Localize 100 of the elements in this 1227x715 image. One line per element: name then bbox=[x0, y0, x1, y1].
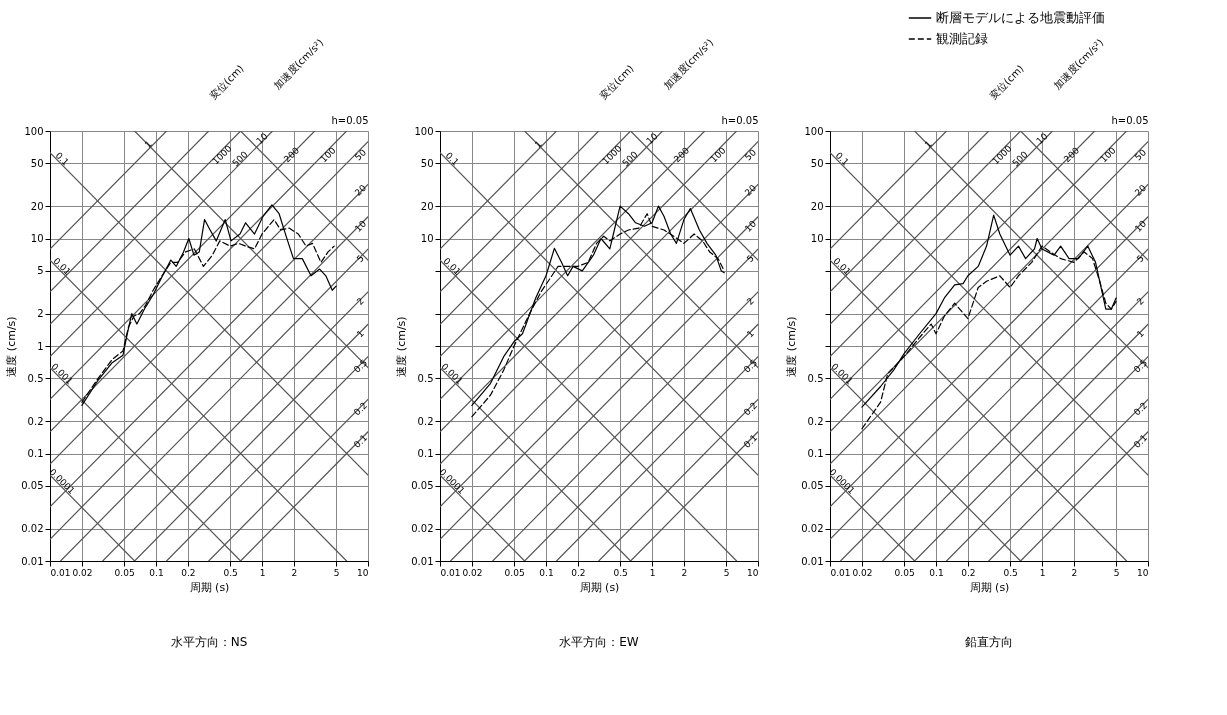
annotation: 500 bbox=[230, 149, 250, 169]
text: 鉛直方向 bbox=[965, 635, 1013, 649]
annotation: 50 bbox=[1132, 147, 1149, 163]
legend-label: 断層モデルによる地震動評価 bbox=[936, 10, 1105, 25]
annotation: 2 bbox=[1134, 295, 1147, 307]
annotation: 10 bbox=[1132, 218, 1149, 234]
annotation: 0.5 bbox=[741, 357, 760, 375]
annotation: 10 bbox=[352, 218, 369, 234]
x-tick-label: 0.5 bbox=[223, 567, 238, 578]
x-tick-label: 0.02 bbox=[462, 567, 483, 578]
text: 水平方向：EW bbox=[559, 635, 639, 649]
x-tick-label: 1 bbox=[649, 567, 656, 578]
annotation: 500 bbox=[1010, 149, 1030, 169]
annotation: 0.1 bbox=[53, 150, 71, 168]
annotation: 50 bbox=[742, 147, 759, 163]
text: 水平方向：NS bbox=[170, 635, 248, 649]
x-tick-label: 2 bbox=[681, 567, 688, 578]
y-tick-label: 2 bbox=[37, 308, 44, 320]
annotation: 10 bbox=[254, 130, 270, 147]
annotation: 0.2 bbox=[351, 400, 370, 418]
y-tick-label: 0.5 bbox=[417, 372, 434, 384]
y-tick-label: 0.02 bbox=[411, 523, 434, 535]
x-tick-label: 0.01 bbox=[440, 567, 461, 578]
annotation: 5 bbox=[354, 253, 367, 265]
x-tick-label: 0.05 bbox=[114, 567, 135, 578]
annotation: 5 bbox=[1134, 253, 1147, 265]
annotation: 1 bbox=[1134, 328, 1147, 340]
x-tick-label: 0.5 bbox=[1003, 567, 1018, 578]
x-tick-label: 0.02 bbox=[852, 567, 873, 578]
x-tick-label: 0.2 bbox=[571, 567, 586, 578]
annotation: 50 bbox=[352, 147, 369, 163]
annotation: 0.1 bbox=[833, 150, 851, 168]
x-tick-label: 5 bbox=[333, 567, 340, 578]
x-tick-label: 0.05 bbox=[894, 567, 915, 578]
y-tick-label: 0.02 bbox=[21, 523, 44, 535]
annotation: 0.1 bbox=[443, 150, 461, 168]
x-tick-label: 10 bbox=[357, 567, 369, 578]
annotation: 20 bbox=[352, 182, 369, 199]
annotation: 1 bbox=[744, 328, 757, 340]
x-tick-label: 0.5 bbox=[613, 567, 628, 578]
x-tick-label: 1 bbox=[259, 567, 266, 578]
annotation: 2 bbox=[744, 295, 757, 307]
x-tick-label: 0.1 bbox=[539, 567, 554, 578]
y-tick-label: 100 bbox=[804, 125, 824, 137]
y-tick-label: 0.02 bbox=[801, 523, 824, 535]
annotation: 1 bbox=[532, 138, 545, 150]
annotation: 10 bbox=[1034, 130, 1050, 147]
y-tick-label: 0.01 bbox=[21, 555, 44, 567]
y-tick-label: 0.1 bbox=[27, 448, 44, 459]
annotation: 100 bbox=[1098, 145, 1118, 165]
x-tick-label: 1 bbox=[1039, 567, 1046, 578]
x-tick-label: 0.02 bbox=[72, 567, 93, 578]
y-tick-label: 0.2 bbox=[807, 415, 824, 427]
y-axis-title: 速度 (cm/s) bbox=[5, 316, 19, 377]
y-tick-label: 10 bbox=[810, 233, 824, 244]
annotation: 10 bbox=[644, 130, 660, 147]
y-tick-label: 20 bbox=[810, 200, 824, 212]
y-tick-label: 0.5 bbox=[27, 372, 44, 384]
y-tick-label: 1 bbox=[37, 340, 44, 352]
x-tick-label: 0.2 bbox=[181, 567, 196, 578]
annotation: 0.2 bbox=[741, 400, 760, 418]
x-axis-title: 周期 (s) bbox=[969, 580, 1010, 594]
x-tick-label: 0.05 bbox=[504, 567, 525, 578]
x-tick-label: 10 bbox=[1137, 567, 1149, 578]
y-tick-label: 0.01 bbox=[411, 555, 434, 567]
y-tick-label: 0.2 bbox=[417, 415, 434, 427]
y-tick-label: 100 bbox=[24, 125, 44, 137]
x-tick-label: 5 bbox=[723, 567, 730, 578]
annotation: 100 bbox=[318, 145, 338, 165]
annotation: 20 bbox=[1132, 182, 1149, 199]
y-tick-label: 20 bbox=[420, 200, 434, 212]
y-tick-label: 10 bbox=[30, 233, 44, 244]
x-tick-label: 5 bbox=[1113, 567, 1120, 578]
x-tick-label: 10 bbox=[747, 567, 759, 578]
y-axis-title: 速度 (cm/s) bbox=[785, 316, 799, 377]
y-tick-label: 0.2 bbox=[27, 415, 44, 427]
annotation: 0.1 bbox=[351, 432, 370, 450]
y-tick-label: 0.05 bbox=[411, 480, 434, 492]
y-axis-title: 速度 (cm/s) bbox=[395, 316, 409, 377]
x-tick-label: 0.01 bbox=[50, 567, 71, 578]
y-tick-label: 0.1 bbox=[417, 448, 434, 459]
annotation: 20 bbox=[742, 182, 759, 199]
annotation: 0.1 bbox=[741, 432, 760, 450]
y-tick-label: 50 bbox=[420, 157, 434, 169]
x-tick-label: 0.1 bbox=[929, 567, 944, 578]
annotation: 10 bbox=[742, 218, 759, 234]
y-tick-label: 10 bbox=[420, 233, 434, 244]
annotation: 1 bbox=[922, 138, 935, 150]
x-axis-title: 周期 (s) bbox=[189, 580, 230, 594]
text: h=0.05 bbox=[331, 115, 369, 126]
annotation: 1 bbox=[354, 328, 367, 340]
text: h=0.05 bbox=[721, 115, 759, 126]
text: h=0.05 bbox=[1111, 115, 1149, 126]
annotation: 0.5 bbox=[351, 357, 370, 375]
x-tick-label: 0.01 bbox=[830, 567, 851, 578]
x-tick-label: 2 bbox=[291, 567, 298, 578]
y-tick-label: 100 bbox=[414, 125, 434, 137]
annotation: 100 bbox=[708, 145, 728, 165]
annotation: 5 bbox=[744, 253, 757, 265]
legend-label: 観測記録 bbox=[936, 31, 988, 46]
